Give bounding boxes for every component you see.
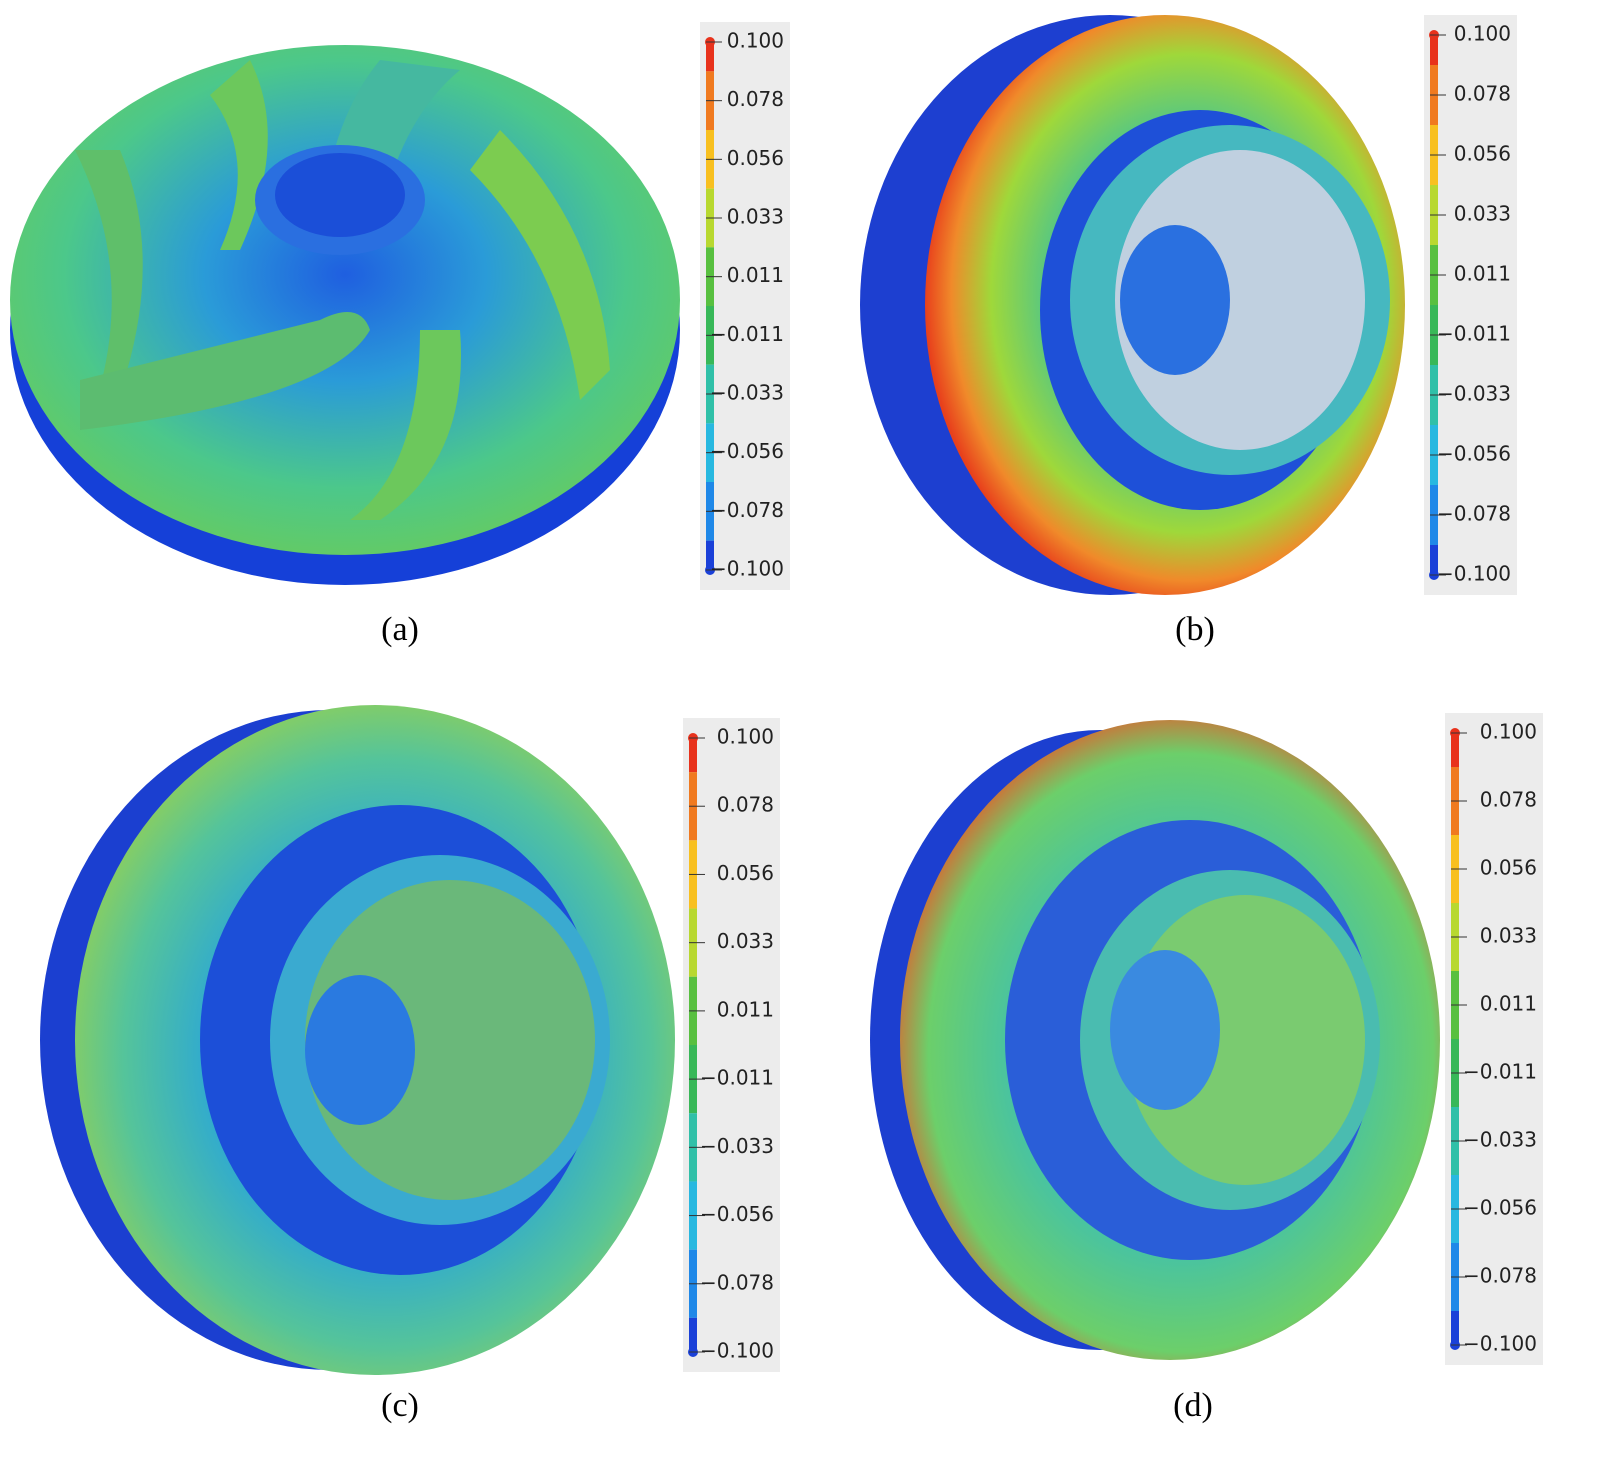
colorbar-tick-label: −0.033 [710, 381, 784, 405]
colorbar-tick-label: 0.078 [1454, 82, 1511, 106]
colorbar-tick-label: 0.056 [1480, 856, 1537, 880]
colorbar-tick-label: 0.011 [1454, 262, 1511, 286]
panel-label: (b) [1175, 611, 1215, 648]
colorbar-tick-label: 0.011 [727, 263, 784, 287]
colorbar-tick-label: −0.033 [1437, 382, 1511, 406]
colorbar-tick-label: 0.033 [1480, 924, 1537, 948]
colorbar-box [1424, 15, 1517, 595]
colorbar-tick-label: 0.078 [1480, 788, 1537, 812]
colorbar-tick-label: −0.078 [710, 498, 784, 522]
colorbar-tick-label: 0.078 [717, 793, 774, 817]
colorbar-segment [1451, 1311, 1459, 1345]
panel-label: (d) [1173, 1387, 1213, 1424]
colorbar-box [700, 22, 790, 590]
colorbar-tick-label: −0.011 [700, 1066, 774, 1090]
panel-label: (c) [381, 1387, 419, 1424]
colorbar-tick-label: −0.033 [700, 1134, 774, 1158]
colorbar-tick-label: −0.078 [700, 1270, 774, 1294]
colorbar-tick-label: 0.056 [717, 861, 774, 885]
colorbar-tick-label: −0.056 [700, 1202, 774, 1226]
artwork [10, 15, 1440, 1375]
colorbar-segment [1451, 733, 1459, 767]
colorbar-tick-label: −0.056 [1463, 1196, 1537, 1220]
colorbar-tick-label: −0.100 [700, 1339, 774, 1363]
colorbar-tick-label: 0.011 [1480, 992, 1537, 1016]
colorbar-segment [706, 42, 714, 72]
colorbar-tick-label: 0.100 [1454, 22, 1511, 46]
colorbar-tick-label: 0.033 [717, 929, 774, 953]
colorbar-tick-label: 0.100 [717, 725, 774, 749]
colorbar-tick-label: −0.078 [1463, 1264, 1537, 1288]
colorbar-tick-label: −0.100 [1463, 1332, 1537, 1356]
colorbar-tick-label: −0.011 [1463, 1060, 1537, 1084]
colorbar-segment [689, 1317, 697, 1352]
colorbar-tick-label: 0.078 [727, 87, 784, 111]
colorbar-box [1445, 713, 1543, 1365]
colorbar-tick-label: −0.056 [710, 439, 784, 463]
colorbar-tick-label: 0.011 [717, 997, 774, 1021]
colorbar-segment [689, 738, 697, 773]
colorbar-segment [1430, 35, 1438, 65]
colorbar-tick-label: −0.078 [1437, 502, 1511, 526]
colorbar-tick-label: −0.033 [1463, 1128, 1537, 1152]
colorbar-tick-label: 0.033 [727, 205, 784, 229]
colorbar-tick-label: −0.011 [710, 322, 784, 346]
colorbar-tick-label: 0.056 [1454, 142, 1511, 166]
colorbar-box [683, 718, 780, 1372]
colorbar-tick-label: 0.100 [1480, 720, 1537, 744]
colorbar-segment [706, 540, 714, 570]
colorbar-tick-label: 0.033 [1454, 202, 1511, 226]
colorbar-tick-label: 0.100 [727, 29, 784, 53]
colorbar-tick-label: −0.100 [710, 557, 784, 581]
panel-label: (a) [381, 611, 419, 648]
colorbar-tick-label: −0.056 [1437, 442, 1511, 466]
colorbar-tick-label: −0.011 [1437, 322, 1511, 346]
colorbar-tick-label: 0.056 [727, 146, 784, 170]
colorbar-tick-label: −0.100 [1437, 562, 1511, 586]
colorbar-segment [1430, 545, 1438, 575]
